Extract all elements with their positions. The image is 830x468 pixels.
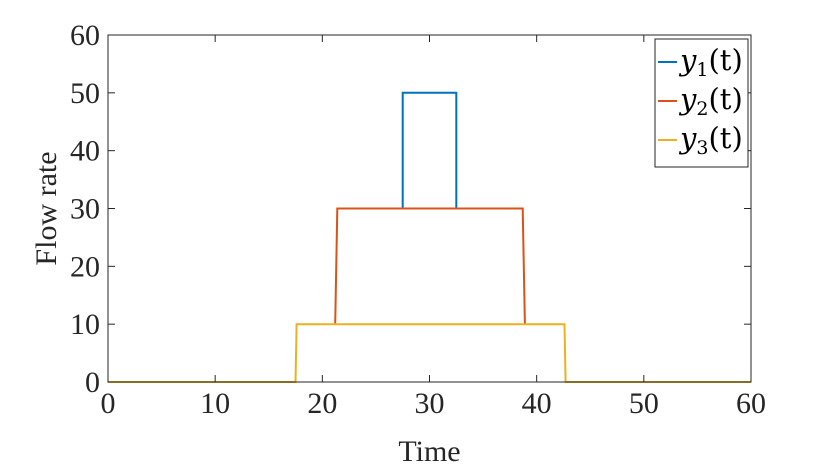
x-tick-label: 60	[736, 387, 766, 420]
y-tick-label: 40	[70, 135, 100, 168]
x-tick-label: 20	[307, 387, 337, 420]
legend-label-3: y3(t)	[678, 121, 743, 159]
x-tick-label: 40	[522, 387, 552, 420]
y-tick-label: 10	[70, 308, 100, 341]
series-line-2	[334, 207, 526, 325]
legend-label-2: y2(t)	[678, 82, 743, 120]
x-tick-label: 0	[101, 387, 116, 420]
y-tick-label: 50	[70, 77, 100, 110]
x-tick-label: 10	[200, 387, 230, 420]
y-axis-label: Flow rate	[30, 151, 63, 265]
y-tick-label: 0	[85, 366, 100, 399]
legend-label-1: y1(t)	[678, 43, 743, 81]
ticks-layer: 0 10 20 30 40 50 60 0 10 20 30 40 50 60	[70, 19, 766, 420]
x-tick-label: 30	[415, 387, 445, 420]
y-tick-label: 60	[70, 19, 100, 52]
x-tick-label: 50	[629, 387, 659, 420]
y-tick-label: 30	[70, 193, 100, 226]
legend-box	[654, 38, 749, 168]
series-line-1	[401, 91, 458, 209]
y-tick-label: 20	[70, 250, 100, 283]
legend: y1(t)y2(t)y3(t)	[654, 38, 749, 168]
x-axis-label: Time	[398, 435, 460, 468]
